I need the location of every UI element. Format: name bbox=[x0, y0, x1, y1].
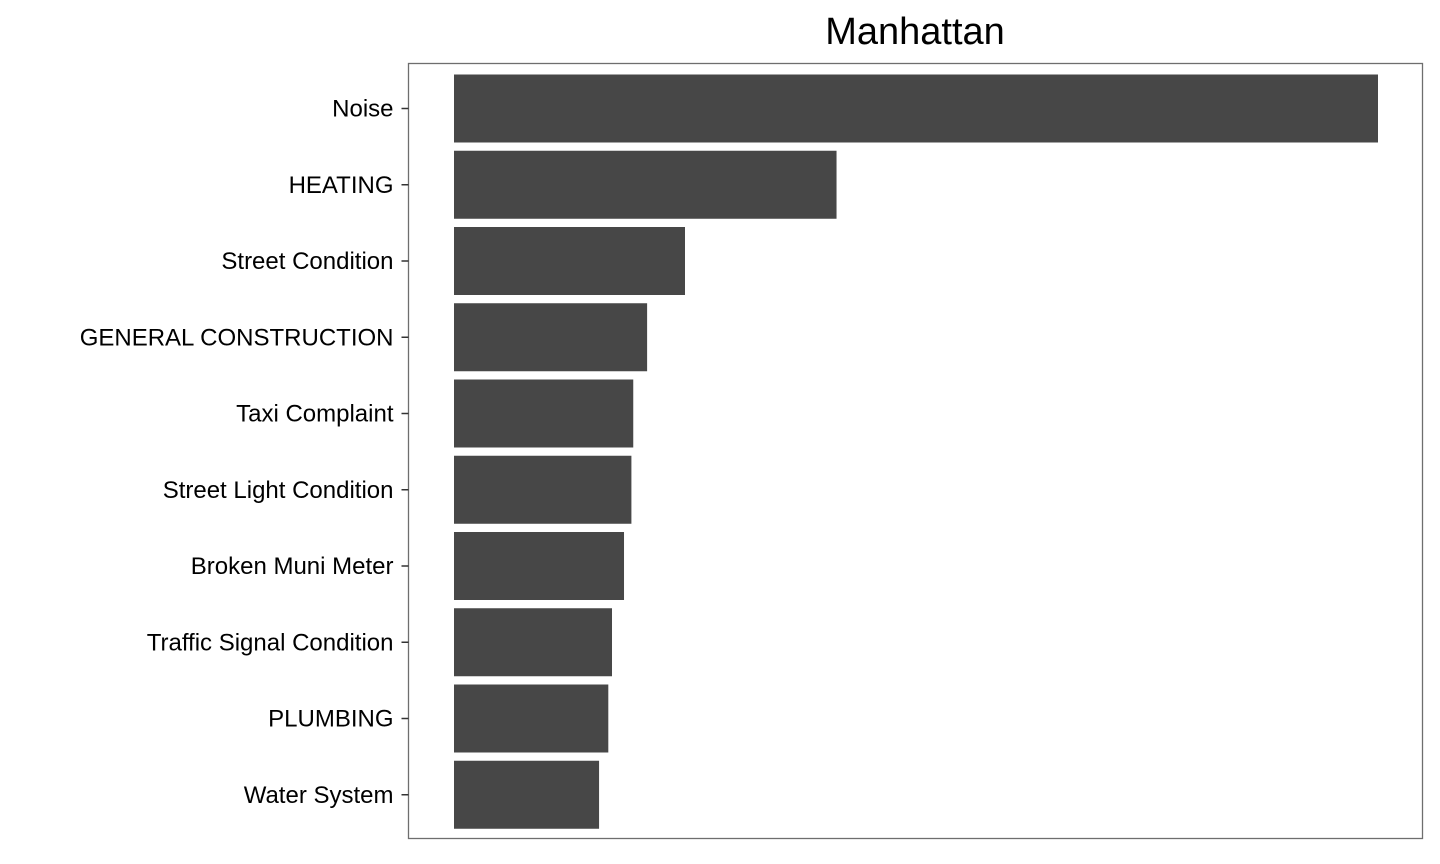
bar-heating bbox=[454, 150, 837, 219]
bar-general-construction bbox=[454, 303, 648, 372]
bars-group bbox=[454, 74, 1378, 829]
y-tick-label-general-construction: GENERAL CONSTRUCTION bbox=[80, 324, 394, 351]
bar-broken-muni-meter bbox=[454, 532, 625, 600]
bar-street-light-condition bbox=[454, 455, 632, 524]
y-axis-ticks bbox=[401, 107, 409, 796]
y-tick-label-street-condition: Street Condition bbox=[221, 248, 393, 275]
bar-water-system bbox=[454, 760, 600, 829]
chart-title: Manhattan bbox=[825, 11, 1005, 53]
y-tick-label-plumbing: PLUMBING bbox=[268, 706, 393, 733]
bar-noise bbox=[454, 74, 1378, 143]
y-tick-label-traffic-signal-condition: Traffic Signal Condition bbox=[147, 629, 394, 656]
y-tick-label-street-light-condition: Street Light Condition bbox=[163, 477, 394, 504]
bar-traffic-signal-condition bbox=[454, 608, 613, 677]
bar-plumbing bbox=[454, 684, 609, 753]
y-tick-label-water-system: Water System bbox=[244, 782, 394, 809]
bar-taxi-complaint bbox=[454, 379, 634, 448]
plot-panel-border bbox=[407, 62, 1424, 840]
y-axis-tick-labels: Noise HEATING Street Condition GENERAL CONS… bbox=[80, 96, 394, 809]
y-tick-label-noise: Noise bbox=[332, 96, 393, 123]
y-tick-label-broken-muni-meter: Broken Muni Meter bbox=[191, 553, 394, 580]
y-tick-label-heating: HEATING bbox=[289, 172, 394, 199]
y-tick-label-taxi-complaint: Taxi Complaint bbox=[236, 401, 394, 428]
bar-street-condition bbox=[454, 227, 685, 295]
